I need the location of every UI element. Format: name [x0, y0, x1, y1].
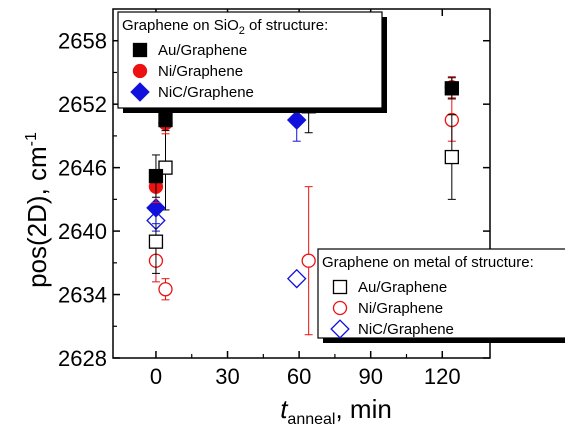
- legend-label: Ni/Graphene: [158, 63, 243, 80]
- data-point: [148, 168, 164, 184]
- y-axis-title: pos(2D), cm-1: [22, 132, 52, 288]
- legend-label: NiC/Graphene: [358, 321, 454, 338]
- axes: 0 30 60 90 120 2628 2634 2640 2646 2652 2658: [58, 9, 490, 389]
- legends: Graphene on SiO2 of structure: Au/Graphen…: [117, 11, 565, 343]
- legend-label: Au/Graphene: [158, 42, 247, 59]
- x-tick-label: 120: [424, 364, 461, 389]
- x-axis-title: tanneal, min: [280, 394, 392, 425]
- y-tick-label: 2634: [58, 283, 107, 308]
- legend-marker: [130, 82, 150, 102]
- legend-box: [317, 248, 565, 339]
- x-tick-label: 30: [215, 364, 239, 389]
- legend-label: Ni/Graphene: [358, 300, 443, 317]
- data-point: [148, 234, 164, 249]
- plot-area: [112, 8, 491, 359]
- data-point: [301, 253, 316, 268]
- legend-marker: [132, 63, 148, 79]
- legend-marker: [132, 42, 148, 58]
- data-point: [158, 282, 173, 297]
- legend-2: Graphene on metal of structure: Au/Graphe…: [317, 248, 565, 343]
- x-tick-label: 90: [358, 364, 382, 389]
- x-tick-label: 0: [150, 364, 162, 389]
- legend-title: Graphene on metal of structure:: [322, 254, 534, 271]
- data-point: [444, 149, 459, 165]
- y-tick-label: 2628: [58, 346, 107, 371]
- y-tick-label: 2652: [58, 92, 107, 117]
- series-sio2_nic: [146, 98, 307, 225]
- data-point: [146, 198, 166, 218]
- legend-marker: [332, 300, 348, 316]
- legend-marker: [332, 279, 348, 295]
- plot-frame: [112, 8, 491, 359]
- legend-label: NiC/Graphene: [158, 84, 254, 101]
- legend-box: [117, 11, 383, 109]
- data-point: [286, 110, 307, 130]
- data-point: [444, 81, 459, 96]
- data-point: [286, 268, 307, 289]
- legend-label: Au/Graphene: [358, 279, 447, 296]
- y-tick-label: 2640: [58, 219, 107, 244]
- legend-title: Graphene on SiO2 of structure:: [122, 17, 328, 37]
- y-tick-label: 2658: [58, 29, 107, 54]
- y-tick-label: 2646: [58, 156, 107, 181]
- x-tick-label: 60: [287, 364, 311, 389]
- data-point: [158, 112, 173, 128]
- legend-marker: [330, 319, 350, 339]
- legend-1: Graphene on SiO2 of structure: Au/Graphen…: [117, 11, 387, 113]
- series-metal_nic: [146, 209, 307, 289]
